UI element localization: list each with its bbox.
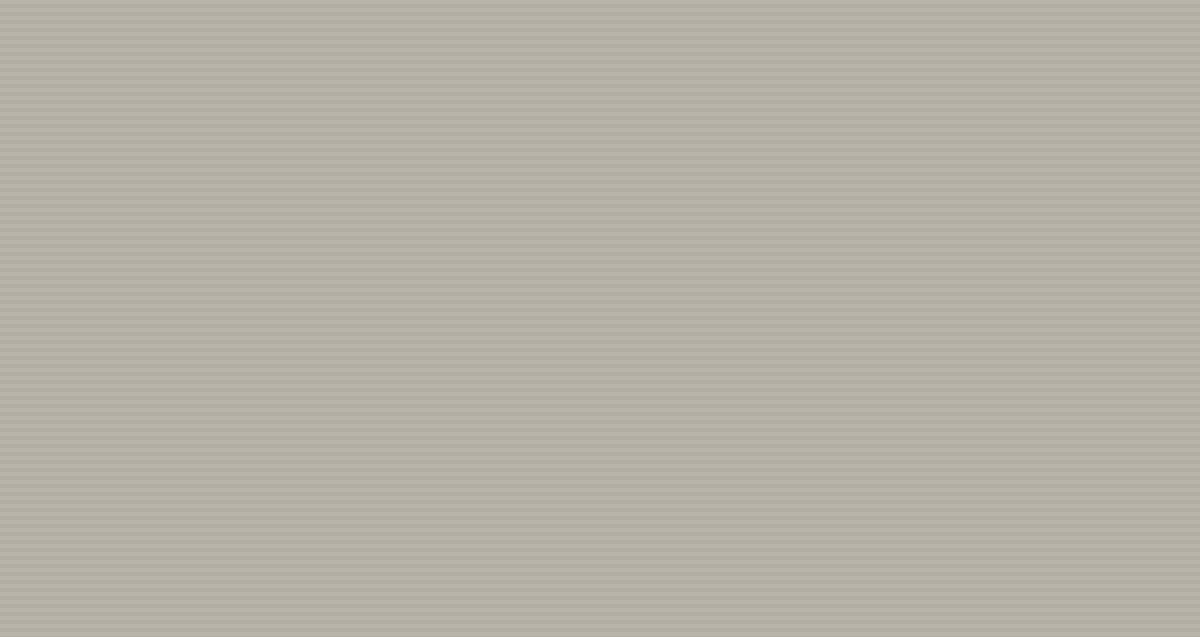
Text: $du = $: $du = $ bbox=[188, 348, 258, 377]
Text: This can be transformed into a basic integral by letting: This can be transformed into a basic int… bbox=[188, 178, 992, 206]
Text: Consider the indefinite integral $\int\! x^4 \cdot \sqrt[3]{x^5 - 2}\, dx$:: Consider the indefinite integral $\int\!… bbox=[188, 101, 882, 152]
Text: $5x^4$: $5x^4$ bbox=[313, 347, 366, 379]
Text: $du$: $du$ bbox=[415, 483, 468, 525]
Text: $x^5 - 2$: $x^5 - 2$ bbox=[287, 257, 377, 289]
FancyBboxPatch shape bbox=[221, 464, 366, 544]
FancyBboxPatch shape bbox=[457, 245, 514, 301]
Text: $o^6$: $o^6$ bbox=[470, 349, 499, 376]
Text: $o^6$: $o^6$ bbox=[470, 259, 499, 287]
Text: $dx$: $dx$ bbox=[526, 349, 564, 377]
Text: ✓: ✓ bbox=[430, 256, 457, 289]
Text: and: and bbox=[526, 259, 581, 287]
Text: ✓: ✓ bbox=[430, 347, 457, 380]
FancyBboxPatch shape bbox=[457, 335, 514, 390]
Text: ×: × bbox=[379, 483, 414, 525]
Text: $u = $: $u = $ bbox=[188, 258, 239, 287]
Text: $\sqrt[3]{u}$: $\sqrt[3]{u}$ bbox=[262, 483, 326, 525]
Text: Performing the substitution yields the integral: Performing the substitution yields the i… bbox=[188, 432, 862, 460]
FancyBboxPatch shape bbox=[247, 238, 418, 308]
Text: $\int$: $\int$ bbox=[182, 460, 224, 548]
FancyBboxPatch shape bbox=[263, 328, 418, 397]
